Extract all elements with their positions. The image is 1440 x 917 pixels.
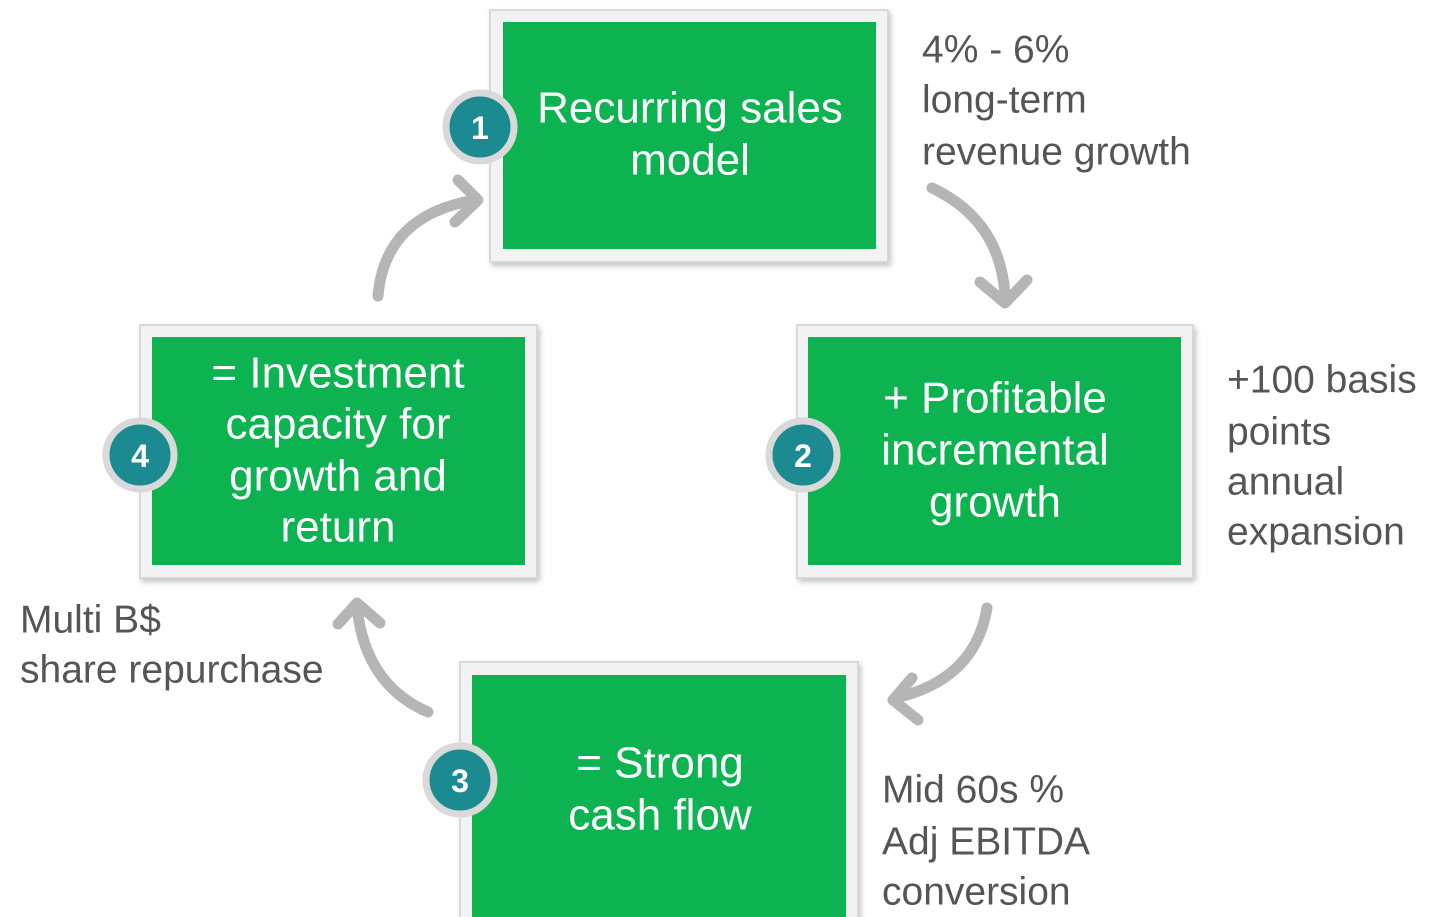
note: long-term — [922, 79, 1087, 122]
box — [472, 675, 846, 917]
badge-number: 2 — [794, 438, 812, 474]
badge — [442, 89, 518, 165]
node-label: cash flow — [568, 791, 752, 840]
node-label: growth and — [229, 452, 447, 501]
note: Multi B$ — [20, 599, 161, 642]
node-label: model — [630, 136, 750, 185]
box — [503, 22, 876, 249]
node-label: incremental — [881, 426, 1108, 475]
node: + Profitable incremental growth 2 — [765, 324, 1194, 579]
badge — [102, 417, 178, 493]
note: Adj EBITDA — [882, 821, 1090, 864]
node-label: capacity for — [226, 400, 451, 449]
node-label: = Strong — [576, 739, 744, 788]
arrow-head — [974, 274, 1033, 309]
note: share repurchase — [20, 649, 324, 692]
badge — [422, 742, 498, 818]
node-label: + Profitable — [883, 374, 1107, 423]
arrow-head — [887, 672, 924, 726]
node-label: growth — [929, 478, 1061, 527]
arrow-head — [449, 174, 484, 228]
note: points — [1227, 411, 1331, 454]
note: annual — [1227, 461, 1344, 504]
badge-number: 4 — [131, 438, 149, 474]
node-label: Recurring sales — [537, 84, 843, 133]
note: expansion — [1227, 511, 1405, 554]
node: Recurring sales model 1 — [442, 9, 889, 263]
box — [808, 337, 1181, 565]
badge — [765, 417, 841, 493]
note: conversion — [882, 871, 1071, 914]
arrow — [351, 601, 434, 718]
arrow — [926, 182, 1011, 301]
badge-number: 1 — [471, 110, 489, 146]
note: +100 basis — [1227, 359, 1417, 402]
box — [152, 337, 525, 565]
note: Mid 60s % — [882, 769, 1064, 812]
node-label: = Investment — [211, 349, 464, 398]
arrow — [372, 194, 481, 302]
arrow — [889, 602, 993, 704]
node: = Investment capacity for growth and ret… — [102, 324, 538, 579]
node: = Strong cash flow 3 — [422, 661, 859, 917]
note: revenue growth — [922, 131, 1191, 174]
note: 4% - 6% — [922, 29, 1069, 72]
arrow-head — [332, 597, 386, 630]
badge-number: 3 — [451, 763, 469, 799]
node-label: return — [281, 503, 396, 552]
